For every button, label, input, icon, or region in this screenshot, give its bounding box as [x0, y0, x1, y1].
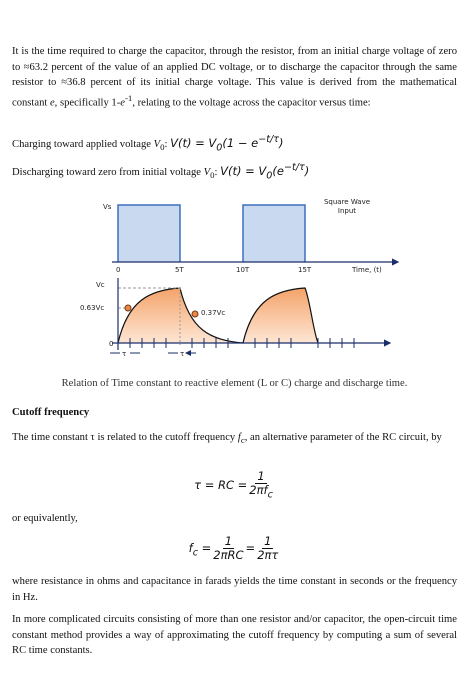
text: Discharging toward zero from initial vol… — [12, 166, 204, 178]
text: 1 — [222, 534, 235, 549]
text: -1 — [124, 92, 133, 103]
text: V — [153, 138, 161, 150]
text: 2πτ — [257, 548, 279, 562]
label: Input — [338, 207, 356, 215]
text: , specifically 1- — [54, 97, 121, 109]
label: 0.37Vc — [201, 309, 225, 317]
text: 1 — [262, 534, 274, 549]
fraction: 1 2πfc — [249, 470, 273, 501]
time-constant-figure: Vs 0 5T 10T 15T Time, (t) Square Wave In… — [80, 198, 400, 370]
square-wave — [117, 204, 306, 262]
text: V(t) = V — [220, 163, 267, 178]
pulse — [243, 205, 305, 262]
text: −t/τ — [258, 134, 279, 145]
text: 0 — [216, 142, 223, 154]
text: 0 — [266, 170, 273, 182]
label: 15T — [298, 266, 312, 274]
text: = — [197, 541, 212, 555]
text: 2π — [249, 483, 264, 497]
discharging-line: Discharging toward zero from initial vol… — [12, 160, 457, 184]
text: ) — [304, 163, 310, 178]
equation: τ = RC = 1 2πfc — [12, 470, 457, 501]
charge-area — [243, 288, 318, 343]
label: 0.63Vc — [80, 304, 104, 312]
text: V(t) = V — [170, 135, 217, 150]
fraction: 1 2πτ — [257, 535, 278, 562]
text: c — [267, 489, 273, 501]
text: f — [237, 432, 241, 443]
denominator: 2πfc — [249, 484, 273, 501]
text: 1 — [255, 469, 267, 484]
text: 2πRC — [213, 548, 244, 562]
caption: Relation of Time constant to reactive el… — [61, 378, 408, 389]
text: ) — [279, 135, 284, 150]
label: τ — [180, 350, 184, 358]
ticks — [129, 338, 355, 348]
paragraph: where resistance in ohms and capacitance… — [12, 576, 457, 603]
cutoff-paragraph: The time constant τ is related to the cu… — [12, 430, 457, 449]
text: e — [120, 97, 125, 109]
equation: fc = 1 2πRC = 1 2πτ — [12, 535, 457, 562]
text: c — [192, 547, 198, 559]
text: 0 — [160, 141, 165, 152]
text: c — [240, 435, 245, 446]
text: The time constant τ is related to the cu… — [12, 432, 238, 443]
fraction: 1 2πRC — [213, 535, 243, 562]
charge-area — [118, 288, 243, 343]
text: f — [188, 541, 193, 555]
text: e — [49, 97, 55, 109]
label: τ — [122, 350, 126, 358]
text: (1 − e — [222, 135, 259, 150]
text: V — [203, 166, 211, 178]
equation: V(t) = V0(e−t/τ) — [220, 162, 310, 182]
charging-line: Charging toward applied voltage V0: V(t)… — [12, 132, 457, 156]
text: (e — [272, 163, 284, 178]
label: 0 — [109, 340, 113, 348]
text: 0 — [210, 169, 215, 180]
paragraph: In more complicated circuits consisting … — [12, 614, 457, 656]
text: , relating to the voltage across the cap… — [132, 97, 371, 109]
label: 10T — [236, 266, 250, 274]
label: Vc — [96, 281, 105, 289]
text: : — [164, 138, 171, 150]
text: or equivalently, — [12, 513, 78, 524]
equation: V(t) = V0(1 − e−t/τ) — [170, 134, 284, 154]
text: It is the time required to charge the ca… — [12, 46, 457, 109]
point — [191, 310, 199, 318]
text: , an alternative parameter of the RC cir… — [244, 432, 442, 443]
text: = — [245, 541, 256, 555]
label: 0 — [116, 266, 120, 274]
label: Vs — [103, 203, 112, 211]
label: Time, (t) — [351, 266, 382, 274]
text: f — [263, 483, 268, 497]
text: : — [214, 166, 221, 178]
text: Charging toward applied voltage — [12, 138, 154, 150]
point — [124, 304, 132, 312]
intro-paragraph: It is the time required to charge the ca… — [12, 44, 457, 111]
label: Square Wave — [324, 198, 370, 206]
pulse — [118, 205, 180, 262]
label: 5T — [175, 266, 184, 274]
heading: Cutoff frequency — [12, 407, 90, 418]
text: −t/τ — [283, 162, 305, 173]
text: τ = RC = — [194, 478, 248, 493]
